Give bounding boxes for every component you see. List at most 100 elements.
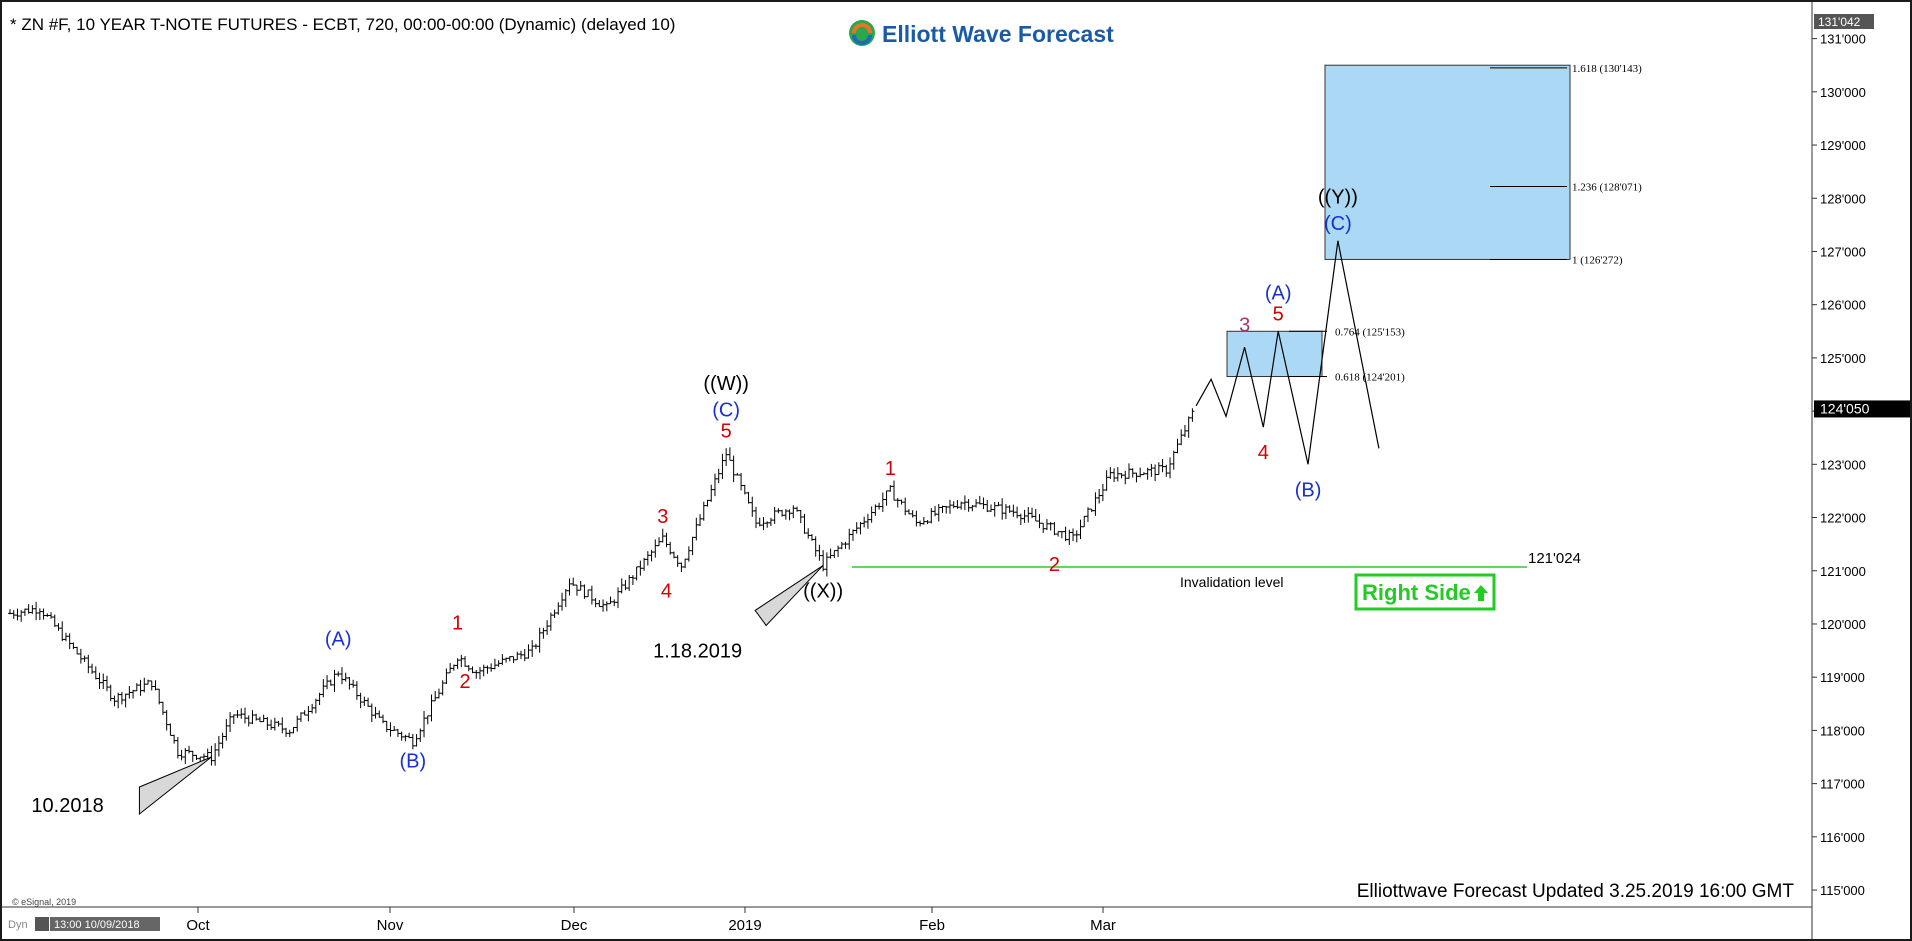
ohlc-bar [933,505,938,517]
ohlc-bar [1056,531,1061,537]
ohlc-bar [190,750,195,762]
ohlc-bar [649,549,654,562]
ohlc-bar [899,499,904,505]
ohlc-bar [209,745,214,766]
wave-labels: (A)(B)12345(C)((W))((X))12345(A)(B)(C)((… [325,187,1358,773]
ohlc-bar [1037,514,1042,529]
date-annotation: 1.18.2019 [653,640,742,662]
wave-label: 3 [657,506,668,528]
ohlc-bar [1007,505,1012,513]
ohlc-bar [754,506,758,529]
ohlc-bar [1085,507,1090,522]
ohlc-bar [757,517,762,527]
ohlc-bar [1149,463,1154,477]
ohlc-bar [1100,483,1105,502]
ohlc-bar [1160,458,1165,473]
wave-label: 1 [885,458,896,480]
ohlc-bar [179,749,184,761]
ohlc-bar [11,610,16,619]
wave-label: ((W)) [703,373,749,395]
ohlc-bar [492,658,497,670]
ohlc-bar [1093,492,1098,516]
ohlc-bar [108,684,113,702]
ohlc-bar [82,655,87,663]
ohlc-bar [541,627,546,639]
ohlc-bar [619,578,624,594]
ohlc-bar [1052,522,1057,536]
ohlc-bar [1097,488,1102,504]
wave-label: 5 [721,421,732,443]
ohlc-bar [776,508,781,514]
ohlc-bar [41,608,46,620]
ohlc-bar [138,679,143,696]
ohlc-bar [1048,521,1053,531]
ohlc-bar [694,517,699,541]
ohlc-bar [246,715,251,727]
dyn-tag: Dyn [8,919,28,931]
invalidation-caption: Invalidation level [1180,574,1284,590]
ohlc-bar [862,516,867,528]
update-footer: Elliottwave Forecast Updated 3.25.2019 1… [1357,881,1795,902]
time-tick-label: Oct [186,917,210,934]
ohlc-bar [15,608,20,621]
ohlc-bar [735,472,740,476]
price-tick-label: 116'000 [1820,830,1865,845]
ohlc-bar [373,706,378,719]
ohlc-bar [947,499,952,514]
chart-title: * ZN #F, 10 YEAR T-NOTE FUTURES - ECBT, … [10,15,675,34]
fib-level-label: 1 (126'272) [1572,254,1623,266]
ohlc-bar [183,748,188,764]
ohlc-bar [1033,509,1038,522]
ohlc-bar [780,509,785,517]
ohlc-bar [403,734,408,742]
ohlc-bar [940,505,945,513]
ohlc-bar [873,504,878,516]
ohlc-bar [552,609,557,618]
calendar-icon[interactable] [35,917,49,931]
time-axis: Oct Nov Dec 2019 Feb Mar [186,907,1116,934]
ohlc-bar [1134,472,1139,483]
wave-label: (A) [325,628,352,650]
ohlc-bar [988,504,993,512]
ohlc-bar [1179,429,1184,446]
ohlc-bar [436,688,441,699]
ohlc-bar [414,734,419,747]
ohlc-bar [228,712,233,733]
ohlc-bar [809,534,814,541]
ohlc-bar [798,510,803,524]
ohlc-bar [1018,513,1023,526]
ohlc-bar [1089,508,1094,512]
ohlc-bar [284,727,289,737]
ohlc-bar [880,492,885,512]
ohlc-bar [440,680,445,696]
ohlc-bar [116,692,121,709]
price-tick-label: 129'000 [1820,138,1866,153]
ohlc-bar [418,728,423,742]
price-tick-label: 123'000 [1820,457,1866,472]
ohlc-bar [343,672,348,682]
date-annotation: 10.2018 [31,795,103,817]
ohlc-bar [977,495,982,505]
ohlc-bar [858,522,863,535]
ohlc-bar [142,677,147,693]
date-wedge [754,565,824,627]
ohlc-bar [477,666,482,680]
ohlc-bar [519,650,524,659]
ohlc-bar [966,499,971,512]
ohlc-bar [582,584,587,599]
ohlc-bar [742,484,747,495]
ohlc-bar [1190,408,1195,422]
ohlc-bar [504,657,509,663]
ohlc-bar [470,666,475,674]
ohlc-bar [731,455,736,483]
ohlc-bar [556,602,561,615]
ohlc-bar [1071,528,1076,542]
ohlc-bar [783,509,788,520]
ohlc-bar [187,745,192,754]
ohlc-bar [1074,530,1079,543]
ohlc-bar [612,599,617,607]
ohlc-bar [123,693,128,708]
ohlc-bar [634,566,639,581]
